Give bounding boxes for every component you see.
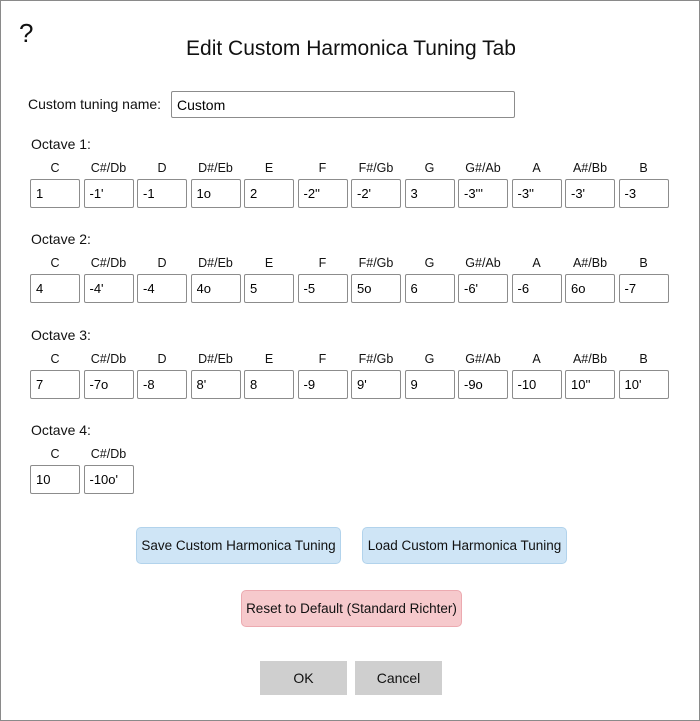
note-tab-input[interactable] [565, 370, 615, 399]
note-name-label: E [264, 352, 274, 366]
cancel-button[interactable]: Cancel [355, 661, 442, 695]
note-name-label: D#/Eb [198, 256, 233, 270]
note-tab-input[interactable] [244, 179, 294, 208]
note-name-label: C#/Db [90, 352, 127, 366]
note-name-label: G#/Ab [465, 256, 501, 270]
note-name-label: E [264, 161, 274, 175]
reset-default-button[interactable]: Reset to Default (Standard Richter) [241, 590, 462, 627]
note-name-label: C [50, 256, 60, 270]
note-tab-input[interactable] [618, 179, 669, 208]
note-name-label: C [50, 447, 60, 461]
note-tab-input[interactable] [30, 465, 80, 494]
note-name-label: B [639, 352, 648, 366]
note-tab-input[interactable] [30, 179, 80, 208]
note-tab-input[interactable] [83, 465, 134, 494]
ok-button[interactable]: OK [260, 661, 347, 695]
note-name-label: A#/Bb [572, 256, 608, 270]
note-tab-input[interactable] [565, 179, 615, 208]
note-tab-input[interactable] [30, 274, 80, 303]
dialog-title: Edit Custom Harmonica Tuning Tab [186, 37, 516, 60]
note-tab-input[interactable] [511, 179, 562, 208]
note-tab-input[interactable] [244, 370, 294, 399]
note-tab-input[interactable] [190, 370, 241, 399]
note-tab-input[interactable] [83, 274, 134, 303]
note-name-label: F#/Gb [358, 161, 394, 175]
note-tab-input[interactable] [244, 274, 294, 303]
octave-4-group: Octave 4: C C#/Db [1, 421, 700, 511]
note-tab-input[interactable] [137, 179, 187, 208]
note-tab-input[interactable] [190, 179, 241, 208]
note-name-label: B [639, 256, 648, 270]
octave-3-group: Octave 3: C C#/Db D D#/Eb E F F#/Gb G G#/Ab A A#/Bb… [1, 326, 700, 416]
note-name-label: F [318, 161, 327, 175]
note-tab-input[interactable] [404, 370, 455, 399]
note-tab-input[interactable] [565, 274, 615, 303]
note-tab-input[interactable] [351, 179, 401, 208]
octave-label: Octave 3: [31, 327, 91, 343]
note-name-label: B [639, 161, 648, 175]
note-tab-input[interactable] [137, 370, 187, 399]
note-tab-input[interactable] [297, 179, 348, 208]
note-name-label: G [424, 161, 435, 175]
note-name-label: F [318, 352, 327, 366]
octave-label: Octave 4: [31, 422, 91, 438]
note-name-label: D#/Eb [198, 352, 233, 366]
tuning-name-label: Custom tuning name: [28, 96, 162, 112]
octave-1-group: Octave 1: C C#/Db D D#/Eb E F F#/Gb G G#/Ab A A#/Bb… [1, 135, 700, 225]
note-tab-input[interactable] [83, 179, 134, 208]
note-tab-input[interactable] [458, 274, 508, 303]
note-name-label: D [157, 352, 167, 366]
note-tab-input[interactable] [351, 274, 401, 303]
note-name-label: A [532, 352, 541, 366]
octave-label: Octave 1: [31, 136, 91, 152]
note-name-label: A#/Bb [572, 161, 608, 175]
note-name-label: D#/Eb [198, 161, 233, 175]
tuning-name-input[interactable] [171, 91, 515, 118]
note-tab-input[interactable] [83, 370, 134, 399]
note-tab-input[interactable] [511, 274, 562, 303]
note-name-label: G#/Ab [465, 161, 501, 175]
note-name-label: F#/Gb [358, 256, 394, 270]
note-name-label: A [532, 256, 541, 270]
note-tab-input[interactable] [618, 274, 669, 303]
help-icon[interactable]: ? [19, 18, 34, 48]
note-name-label: C#/Db [90, 447, 127, 461]
save-tuning-button[interactable]: Save Custom Harmonica Tuning [136, 527, 341, 564]
octave-2-group: Octave 2: C C#/Db D D#/Eb E F F#/Gb G G#/Ab A A#/Bb… [1, 230, 700, 320]
note-tab-input[interactable] [297, 274, 348, 303]
note-tab-input[interactable] [458, 370, 508, 399]
note-name-label: G [424, 256, 435, 270]
note-tab-input[interactable] [351, 370, 401, 399]
note-tab-input[interactable] [618, 370, 669, 399]
note-name-label: A [532, 161, 541, 175]
note-name-label: C [50, 161, 60, 175]
note-tab-input[interactable] [404, 274, 455, 303]
note-name-label: A#/Bb [572, 352, 608, 366]
note-name-label: C#/Db [90, 256, 127, 270]
note-name-label: C [50, 352, 60, 366]
note-tab-input[interactable] [190, 274, 241, 303]
note-name-label: D [157, 256, 167, 270]
note-name-label: G#/Ab [465, 352, 501, 366]
load-tuning-button[interactable]: Load Custom Harmonica Tuning [362, 527, 567, 564]
note-name-label: F#/Gb [358, 352, 394, 366]
octave-label: Octave 2: [31, 231, 91, 247]
note-name-label: G [424, 352, 435, 366]
note-tab-input[interactable] [297, 370, 348, 399]
note-name-label: D [157, 161, 167, 175]
note-tab-input[interactable] [458, 179, 508, 208]
note-tab-input[interactable] [404, 179, 455, 208]
note-name-label: E [264, 256, 274, 270]
note-tab-input[interactable] [137, 274, 187, 303]
note-tab-input[interactable] [30, 370, 80, 399]
note-tab-input[interactable] [511, 370, 562, 399]
note-name-label: C#/Db [90, 161, 127, 175]
note-name-label: F [318, 256, 327, 270]
